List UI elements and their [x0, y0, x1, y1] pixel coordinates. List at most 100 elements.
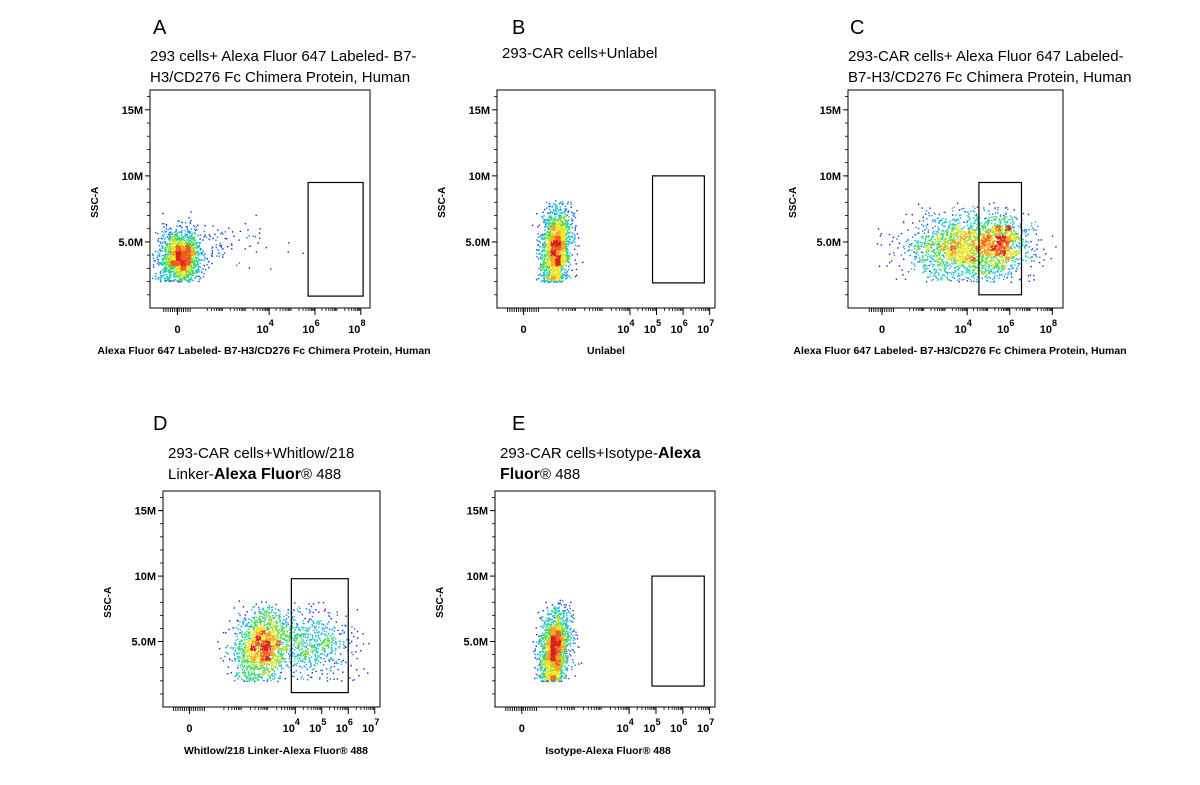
event-point [546, 271, 548, 274]
event-point [951, 207, 954, 209]
event-point [158, 244, 161, 247]
event-point [550, 268, 552, 270]
event-point [185, 273, 188, 275]
event-point [547, 274, 550, 277]
event-point [559, 242, 562, 244]
event-point [197, 262, 199, 264]
event-point [562, 274, 564, 276]
event-point [973, 232, 976, 234]
event-point [916, 240, 918, 243]
event-point [202, 268, 204, 270]
event-point [537, 274, 540, 276]
event-point [560, 265, 562, 267]
event-point [547, 218, 549, 221]
event-point [169, 242, 172, 245]
event-point [188, 238, 190, 240]
event-point [167, 233, 170, 236]
event-point [565, 275, 567, 277]
event-point [928, 239, 930, 241]
event-point [170, 276, 172, 279]
event-point [922, 220, 925, 222]
event-point [549, 281, 552, 283]
event-point [186, 268, 189, 270]
event-point [561, 237, 564, 240]
event-point [574, 229, 576, 231]
event-point [567, 229, 569, 231]
event-point [992, 252, 995, 254]
event-point [189, 261, 192, 263]
event-point [190, 258, 192, 260]
event-point [185, 252, 188, 255]
event-point [558, 224, 561, 226]
event-point [950, 248, 952, 250]
event-point [549, 258, 552, 260]
event-point [926, 258, 928, 261]
event-point [959, 243, 961, 245]
event-point [190, 255, 192, 258]
event-point [548, 267, 550, 269]
event-point [943, 241, 945, 243]
event-point [951, 259, 953, 261]
event-point [558, 214, 560, 217]
y-axis-label: SSC-A [90, 187, 101, 218]
event-point [550, 225, 552, 227]
event-point [164, 265, 166, 267]
event-point [552, 220, 554, 222]
event-point [204, 234, 206, 236]
event-point [546, 225, 548, 228]
event-point [164, 280, 166, 282]
event-point [555, 251, 557, 253]
event-point [173, 263, 176, 265]
event-point [916, 251, 919, 253]
event-point [553, 238, 555, 240]
event-point [543, 277, 545, 279]
event-point [574, 241, 576, 243]
event-point [924, 213, 927, 215]
event-point [973, 280, 975, 283]
event-point [181, 255, 183, 258]
event-point [575, 274, 578, 276]
event-point [550, 233, 552, 235]
event-point [540, 257, 542, 260]
event-point [172, 248, 174, 250]
event-point [907, 271, 910, 273]
event-point [209, 235, 212, 238]
event-point [192, 243, 194, 245]
event-point [548, 228, 550, 231]
event-point [904, 278, 907, 280]
event-point [559, 257, 561, 260]
event-point [564, 223, 566, 226]
event-point [547, 245, 549, 247]
event-point [573, 237, 575, 240]
event-point [924, 259, 926, 261]
event-point [952, 214, 954, 216]
event-point [185, 262, 187, 265]
event-point [551, 266, 553, 268]
event-point [164, 271, 167, 273]
event-point [559, 202, 562, 204]
event-point [979, 232, 981, 234]
event-point [983, 252, 986, 254]
event-point [183, 268, 186, 270]
event-point [166, 243, 169, 245]
event-point [563, 262, 565, 265]
event-point [988, 253, 991, 255]
event-point [565, 250, 567, 252]
event-point [879, 235, 882, 237]
event-point [558, 270, 561, 272]
event-point [176, 250, 178, 252]
event-point [228, 227, 230, 229]
event-point [569, 228, 571, 231]
event-point [569, 277, 572, 279]
event-point [541, 234, 543, 236]
event-point [255, 251, 258, 253]
event-point [960, 254, 963, 257]
event-point [244, 248, 246, 250]
event-point [182, 238, 185, 241]
event-point [190, 276, 193, 279]
event-point [572, 232, 574, 234]
event-point [985, 276, 987, 278]
event-point [159, 280, 162, 283]
event-point [545, 250, 548, 252]
event-point [190, 231, 192, 233]
